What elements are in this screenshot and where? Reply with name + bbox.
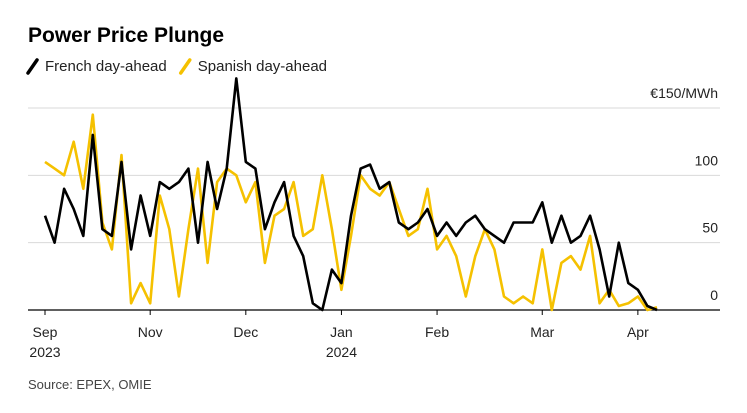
chart-title: Power Price Plunge: [28, 24, 224, 47]
x-tick-label: Mar: [530, 324, 555, 340]
series-line: [43, 77, 658, 312]
y-tick-label: 0: [710, 287, 718, 303]
y-tick-label: 50: [702, 220, 718, 236]
legend-label: French day-ahead: [45, 58, 167, 75]
x-tick-label: Sep 2023: [29, 324, 61, 360]
legend-swatch: [179, 58, 192, 75]
x-tick-label: Apr: [626, 324, 649, 340]
y-tick-label: €150/MWh: [650, 85, 718, 101]
x-tick-label: Dec: [233, 324, 259, 340]
x-tick-label: Nov: [137, 324, 163, 340]
x-tick-label: Feb: [425, 324, 450, 340]
legend-label: Spanish day-ahead: [198, 58, 327, 75]
source-note: Source: EPEX, OMIE: [28, 377, 152, 392]
legend-swatch: [26, 58, 39, 75]
x-tick-label: Jan 2024: [325, 324, 358, 360]
series-line: [44, 113, 658, 312]
y-tick-label: 100: [695, 152, 719, 168]
